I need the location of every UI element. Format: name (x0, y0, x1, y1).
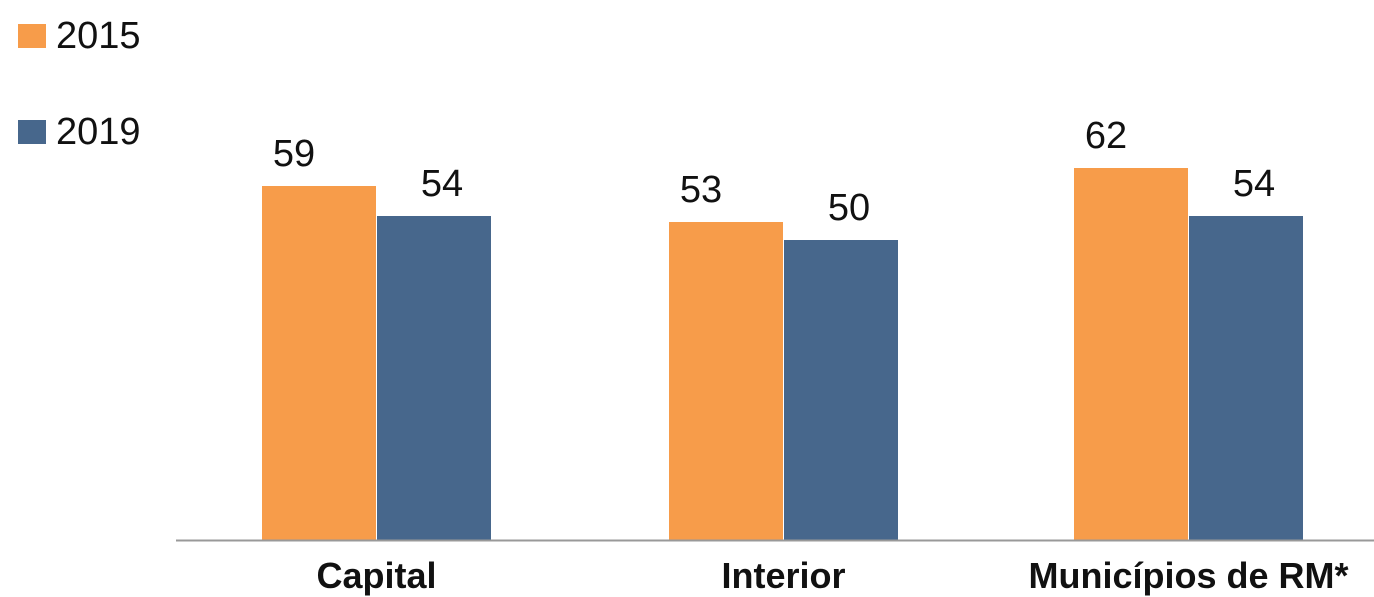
category-label-1: Interior (721, 555, 845, 596)
data-label-2015-2: 62 (1085, 115, 1127, 157)
legend-swatch-2019 (18, 120, 46, 144)
bar-2015-0 (262, 186, 376, 540)
legend-item-2019: 2019 (18, 110, 141, 154)
data-label-2019-1: 50 (828, 187, 870, 229)
data-label-2019-0: 54 (421, 163, 463, 205)
chart-legend: 2015 2019 (18, 14, 141, 206)
legend-swatch-2015 (18, 24, 46, 48)
category-label-0: Capital (316, 555, 436, 596)
data-label-2015-0: 59 (273, 133, 315, 175)
category-label-2: Municípios de RM* (1028, 555, 1348, 596)
bar-2019-1 (784, 240, 898, 540)
legend-item-2015: 2015 (18, 14, 141, 58)
legend-label-2019: 2019 (56, 111, 141, 153)
data-label-2019-2: 54 (1233, 163, 1275, 205)
data-label-2015-1: 53 (680, 169, 722, 211)
bar-2019-2 (1189, 216, 1303, 540)
bar-2019-0 (377, 216, 491, 540)
bar-2015-1 (669, 222, 783, 540)
legend-label-2015: 2015 (56, 15, 141, 57)
bar-2015-2 (1074, 168, 1188, 540)
